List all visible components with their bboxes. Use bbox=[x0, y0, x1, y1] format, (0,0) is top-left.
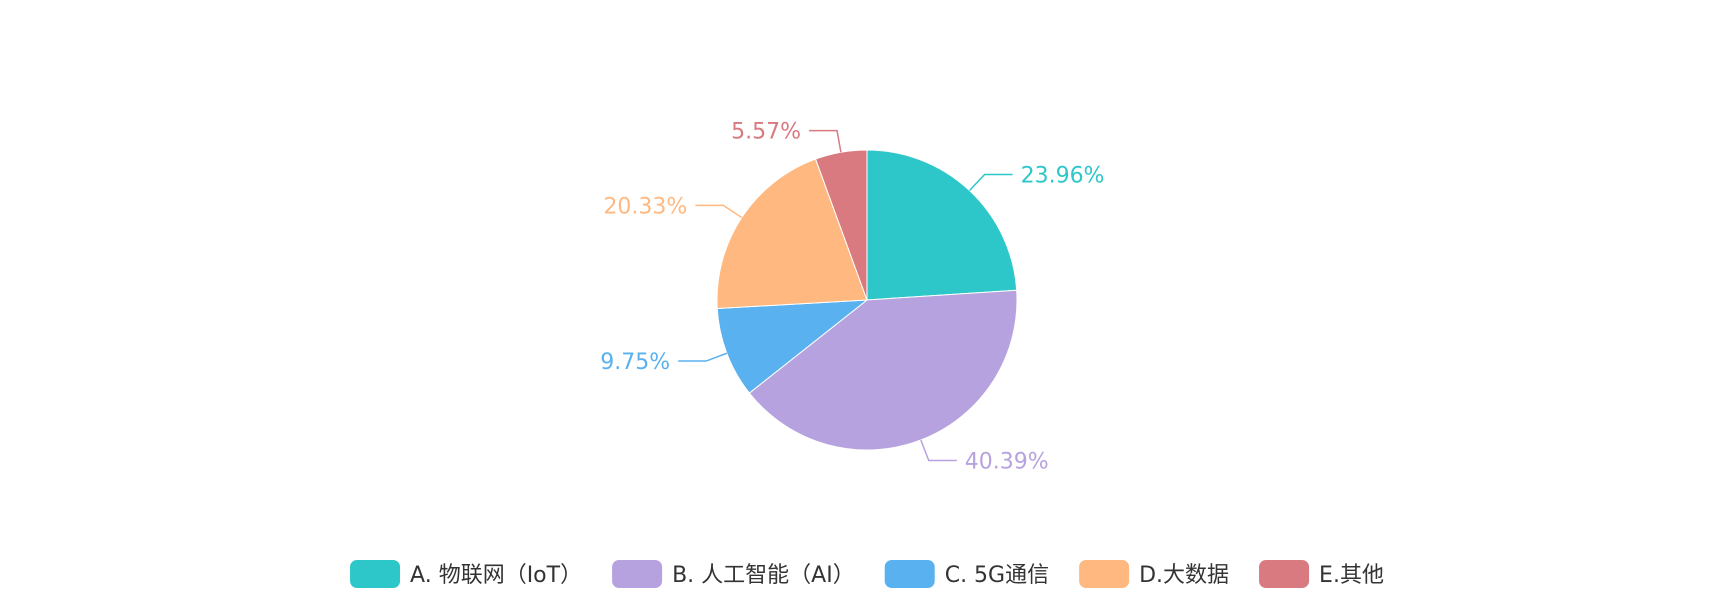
legend-label: D.大数据 bbox=[1139, 563, 1229, 588]
legend-swatch bbox=[1259, 560, 1310, 588]
leader-line bbox=[678, 352, 728, 362]
slice-percent-label: 40.39% bbox=[965, 450, 1049, 475]
slice-percent-label: 23.96% bbox=[1021, 163, 1105, 188]
legend-label: E.其他 bbox=[1319, 563, 1384, 588]
legend-swatch bbox=[884, 560, 935, 588]
pie-slice[interactable] bbox=[716, 158, 868, 310]
legend-swatch bbox=[350, 560, 401, 588]
legend-swatch bbox=[1079, 560, 1130, 588]
legend-swatch bbox=[612, 560, 663, 588]
pie-slice[interactable] bbox=[866, 149, 1018, 301]
slice-percent-label: 9.75% bbox=[600, 350, 670, 375]
legend-item[interactable]: E.其他 bbox=[1259, 560, 1384, 588]
legend-item[interactable]: A. 物联网（IoT） bbox=[350, 560, 582, 588]
legend-item[interactable]: D.大数据 bbox=[1079, 560, 1229, 588]
slice-labels: 23.96% 40.39% 9.75% 20.33% 5.57% bbox=[600, 120, 1104, 475]
legend-label: A. 物联网（IoT） bbox=[410, 563, 582, 588]
leader-line bbox=[695, 204, 743, 219]
legend-item[interactable]: C. 5G通信 bbox=[884, 560, 1049, 588]
pie-slice[interactable] bbox=[748, 289, 1018, 451]
legend-label: B. 人工智能（AI） bbox=[672, 563, 855, 588]
pie-slices bbox=[716, 149, 1018, 451]
label-leader-lines bbox=[678, 129, 1013, 462]
slice-percent-label: 20.33% bbox=[603, 194, 687, 219]
legend-label: C. 5G通信 bbox=[945, 563, 1049, 588]
leader-line bbox=[920, 439, 957, 462]
leader-line bbox=[809, 129, 842, 153]
legend: A. 物联网（IoT） B. 人工智能（AI） C. 5G通信 D.大数据 E.其他 bbox=[350, 560, 1384, 588]
leader-line bbox=[968, 173, 1013, 192]
slice-percent-label: 5.57% bbox=[731, 120, 801, 145]
legend-item[interactable]: B. 人工智能（AI） bbox=[612, 560, 855, 588]
